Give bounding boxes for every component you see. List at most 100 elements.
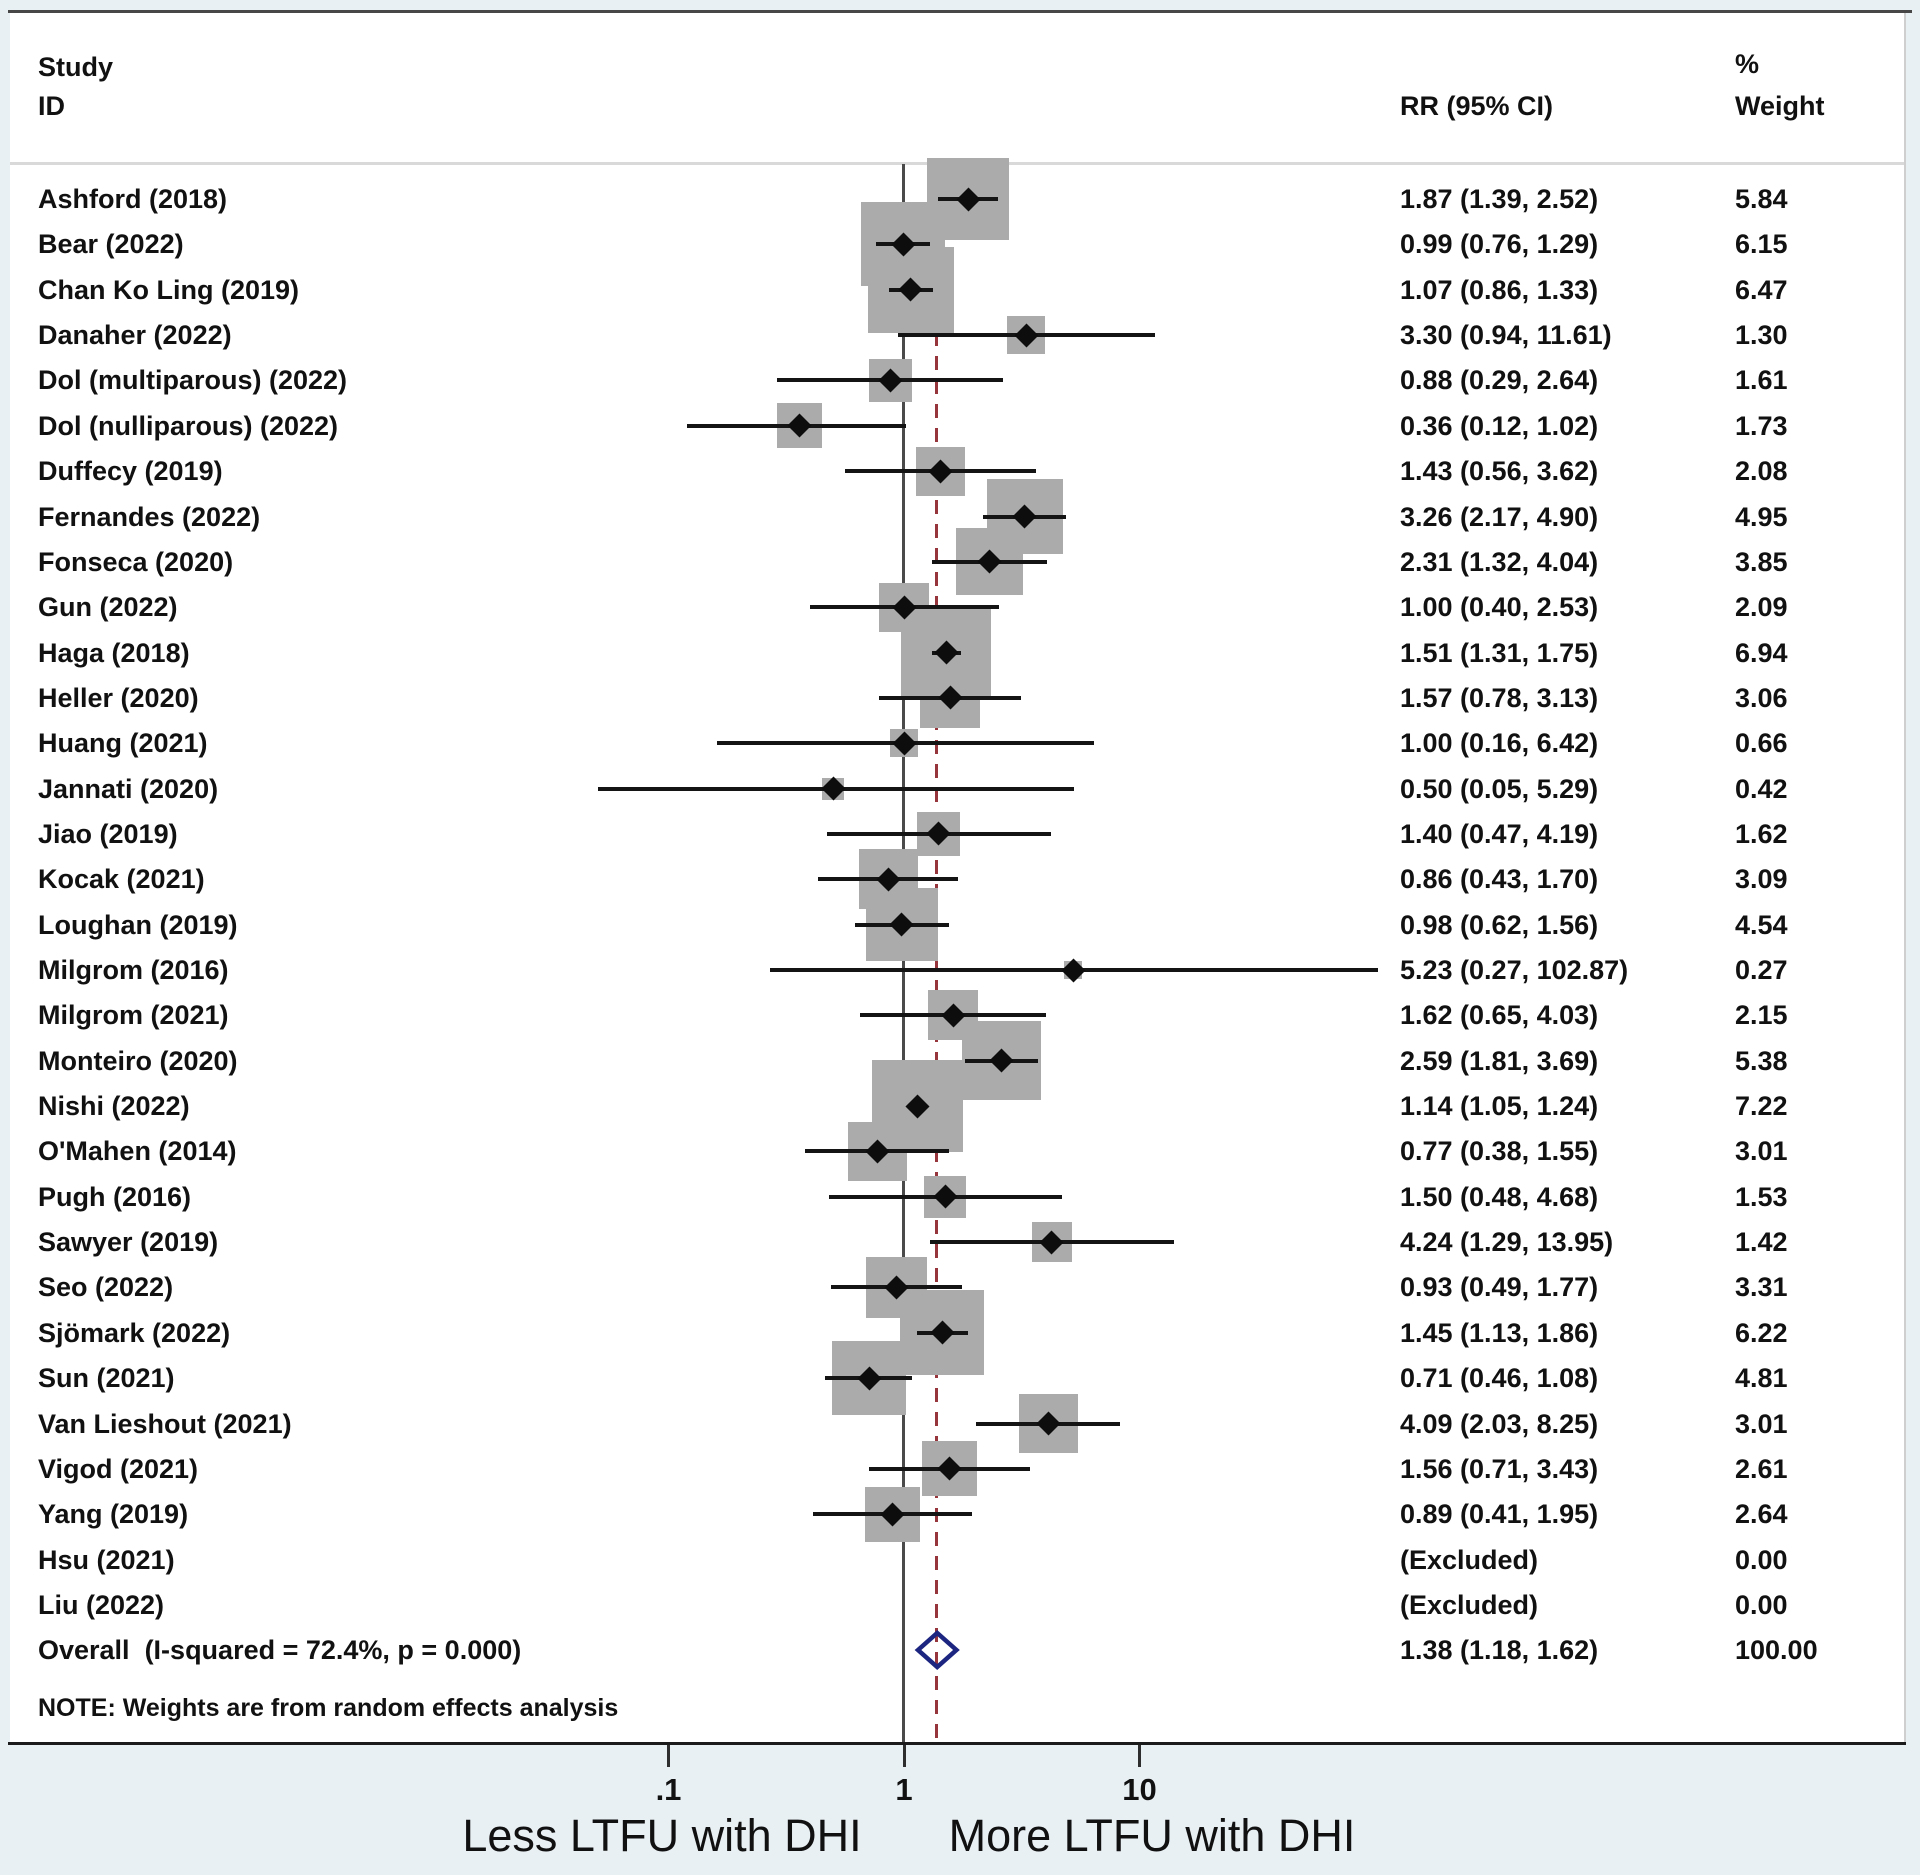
study-weight-value: 2.15 (1735, 1000, 1788, 1031)
study-rr-value: 4.09 (2.03, 8.25) (1400, 1408, 1599, 1439)
axis-tick-mark (1138, 1745, 1141, 1767)
study-rr-value: 1.07 (0.86, 1.33) (1400, 274, 1599, 305)
study-row-label: Dol (nulliparous) (2022) (38, 410, 339, 441)
study-rr-value: 0.36 (0.12, 1.02) (1400, 410, 1599, 441)
study-row-label: Fonseca (2020) (38, 546, 234, 577)
study-row-label: Heller (2020) (38, 682, 199, 713)
study-rr-value: 1.57 (0.78, 3.13) (1400, 682, 1599, 713)
figure-top-frame-line (8, 10, 1912, 13)
study-column-header-line1: Study (38, 52, 114, 82)
study-row-label: Kocak (2021) (38, 864, 205, 895)
study-rr-value: 2.59 (1.81, 3.69) (1400, 1045, 1599, 1076)
study-rr-value: 1.14 (1.05, 1.24) (1400, 1091, 1599, 1121)
study-row-label: Vigod (2021) (38, 1453, 199, 1484)
overall-diamond (914, 1630, 960, 1671)
study-weight-value: 7.22 (1735, 1091, 1788, 1121)
study-row-label: Hsu (2021) (38, 1544, 175, 1575)
study-row-label: Seo (2022) (38, 1272, 174, 1303)
axis-direction-label-left: Less LTFU with DHI (462, 1810, 862, 1861)
study-row-label: Sawyer (2019) (38, 1227, 219, 1257)
study-weight-value: 3.85 (1735, 546, 1788, 577)
study-rr-value: 1.87 (1.39, 2.52) (1400, 184, 1599, 214)
study-rr-value: 1.62 (0.65, 4.03) (1400, 1000, 1599, 1031)
study-weight-value: 1.30 (1735, 320, 1788, 351)
study-weight-value: 1.61 (1735, 365, 1788, 396)
rr-column-header: RR (95% CI) (1400, 91, 1554, 121)
axis-tick-label: 10 (1122, 1772, 1157, 1807)
study-weight-value: 0.00 (1735, 1589, 1788, 1620)
study-row-label: Fernandes (2022) (38, 501, 261, 532)
study-weight-value: 0.42 (1735, 773, 1788, 804)
study-row-label: Jannati (2020) (38, 773, 219, 804)
study-weight-value: 2.08 (1735, 456, 1788, 487)
study-rr-value: 3.26 (2.17, 4.90) (1400, 501, 1599, 532)
study-weight-value: 6.22 (1735, 1317, 1788, 1348)
weight-column-header-line2: Weight (1735, 91, 1825, 121)
axis-tick-label: 1 (895, 1772, 913, 1807)
study-row-label: Liu (2022) (38, 1589, 165, 1620)
study-rr-value: 4.24 (1.29, 13.95) (1400, 1227, 1614, 1257)
study-rr-value: 0.98 (0.62, 1.56) (1400, 909, 1599, 940)
study-rr-value: 1.40 (0.47, 4.19) (1400, 818, 1599, 849)
study-rr-value: 2.31 (1.32, 4.04) (1400, 546, 1599, 577)
study-rr-value: 0.77 (0.38, 1.55) (1400, 1136, 1599, 1167)
study-row-label: Gun (2022) (38, 592, 178, 623)
study-row-label: Danaher (2022) (38, 320, 232, 351)
study-row-label: Pugh (2016) (38, 1181, 192, 1212)
study-weight-value: 0.27 (1735, 955, 1788, 985)
study-weight-value: 1.53 (1735, 1181, 1788, 1212)
study-weight-value: 3.09 (1735, 864, 1788, 895)
study-rr-value: 1.51 (1.31, 1.75) (1400, 637, 1599, 668)
study-weight-value: 1.73 (1735, 410, 1788, 441)
study-rr-value: 1.43 (0.56, 3.62) (1400, 456, 1599, 487)
study-weight-value: 2.61 (1735, 1453, 1788, 1484)
x-axis-line (8, 1742, 1906, 1745)
study-rr-value: 1.00 (0.16, 6.42) (1400, 728, 1599, 759)
study-weight-value: 6.15 (1735, 229, 1788, 260)
study-rr-value: 0.99 (0.76, 1.29) (1400, 229, 1599, 260)
study-column-header-line2: ID (38, 91, 65, 121)
study-rr-value: 1.45 (1.13, 1.86) (1400, 1317, 1599, 1348)
study-weight-value: 5.84 (1735, 184, 1788, 214)
study-weight-value: 6.47 (1735, 274, 1788, 305)
study-row-label: Jiao (2019) (38, 818, 178, 849)
study-row-label: Haga (2018) (38, 637, 190, 668)
study-row-label: O'Mahen (2014) (38, 1136, 237, 1167)
study-weight-value: 4.81 (1735, 1363, 1788, 1394)
study-rr-value: 3.30 (0.94, 11.61) (1400, 320, 1612, 351)
study-weight-value: 3.01 (1735, 1136, 1788, 1167)
axis-tick-label: .1 (655, 1772, 682, 1807)
study-weight-value: 1.62 (1735, 818, 1788, 849)
study-rr-value: 0.71 (0.46, 1.08) (1400, 1363, 1599, 1394)
study-rr-value: 0.50 (0.05, 5.29) (1400, 773, 1599, 804)
overall-weight-value: 100.00 (1735, 1635, 1818, 1666)
study-rr-value: (Excluded) (1400, 1589, 1539, 1620)
study-weight-value: 0.00 (1735, 1544, 1788, 1575)
study-rr-value: 1.50 (0.48, 4.68) (1400, 1181, 1599, 1212)
study-row-label: Duffecy (2019) (38, 456, 223, 487)
study-row-label: Sjömark (2022) (38, 1317, 231, 1348)
study-weight-value: 3.06 (1735, 682, 1788, 713)
study-row-label: Van Lieshout (2021) (38, 1408, 292, 1439)
study-rr-value: 0.89 (0.41, 1.95) (1400, 1499, 1599, 1530)
study-weight-value: 6.94 (1735, 637, 1788, 668)
study-rr-value: (Excluded) (1400, 1544, 1539, 1575)
axis-tick-mark (667, 1745, 670, 1767)
study-row-label: Milgrom (2021) (38, 1000, 229, 1031)
study-weight-value: 3.31 (1735, 1272, 1788, 1303)
study-row-label: Huang (2021) (38, 728, 208, 759)
study-row-label: Dol (multiparous) (2022) (38, 365, 348, 396)
study-row-label: Chan Ko Ling (2019) (38, 274, 300, 305)
study-rr-value: 1.00 (0.40, 2.53) (1400, 592, 1599, 623)
study-row-label: Sun (2021) (38, 1363, 175, 1394)
study-rr-value: 0.86 (0.43, 1.70) (1400, 864, 1599, 895)
study-row-label: Milgrom (2016) (38, 955, 229, 985)
overall-rr-value: 1.38 (1.18, 1.62) (1400, 1635, 1599, 1666)
study-weight-value: 3.01 (1735, 1408, 1788, 1439)
study-row-label: Bear (2022) (38, 229, 184, 260)
random-effects-note: NOTE: Weights are from random effects an… (38, 1694, 619, 1722)
study-row-label: Yang (2019) (38, 1499, 189, 1530)
study-rr-value: 0.88 (0.29, 2.64) (1400, 365, 1599, 396)
study-rr-value: 5.23 (0.27, 102.87) (1400, 955, 1629, 985)
